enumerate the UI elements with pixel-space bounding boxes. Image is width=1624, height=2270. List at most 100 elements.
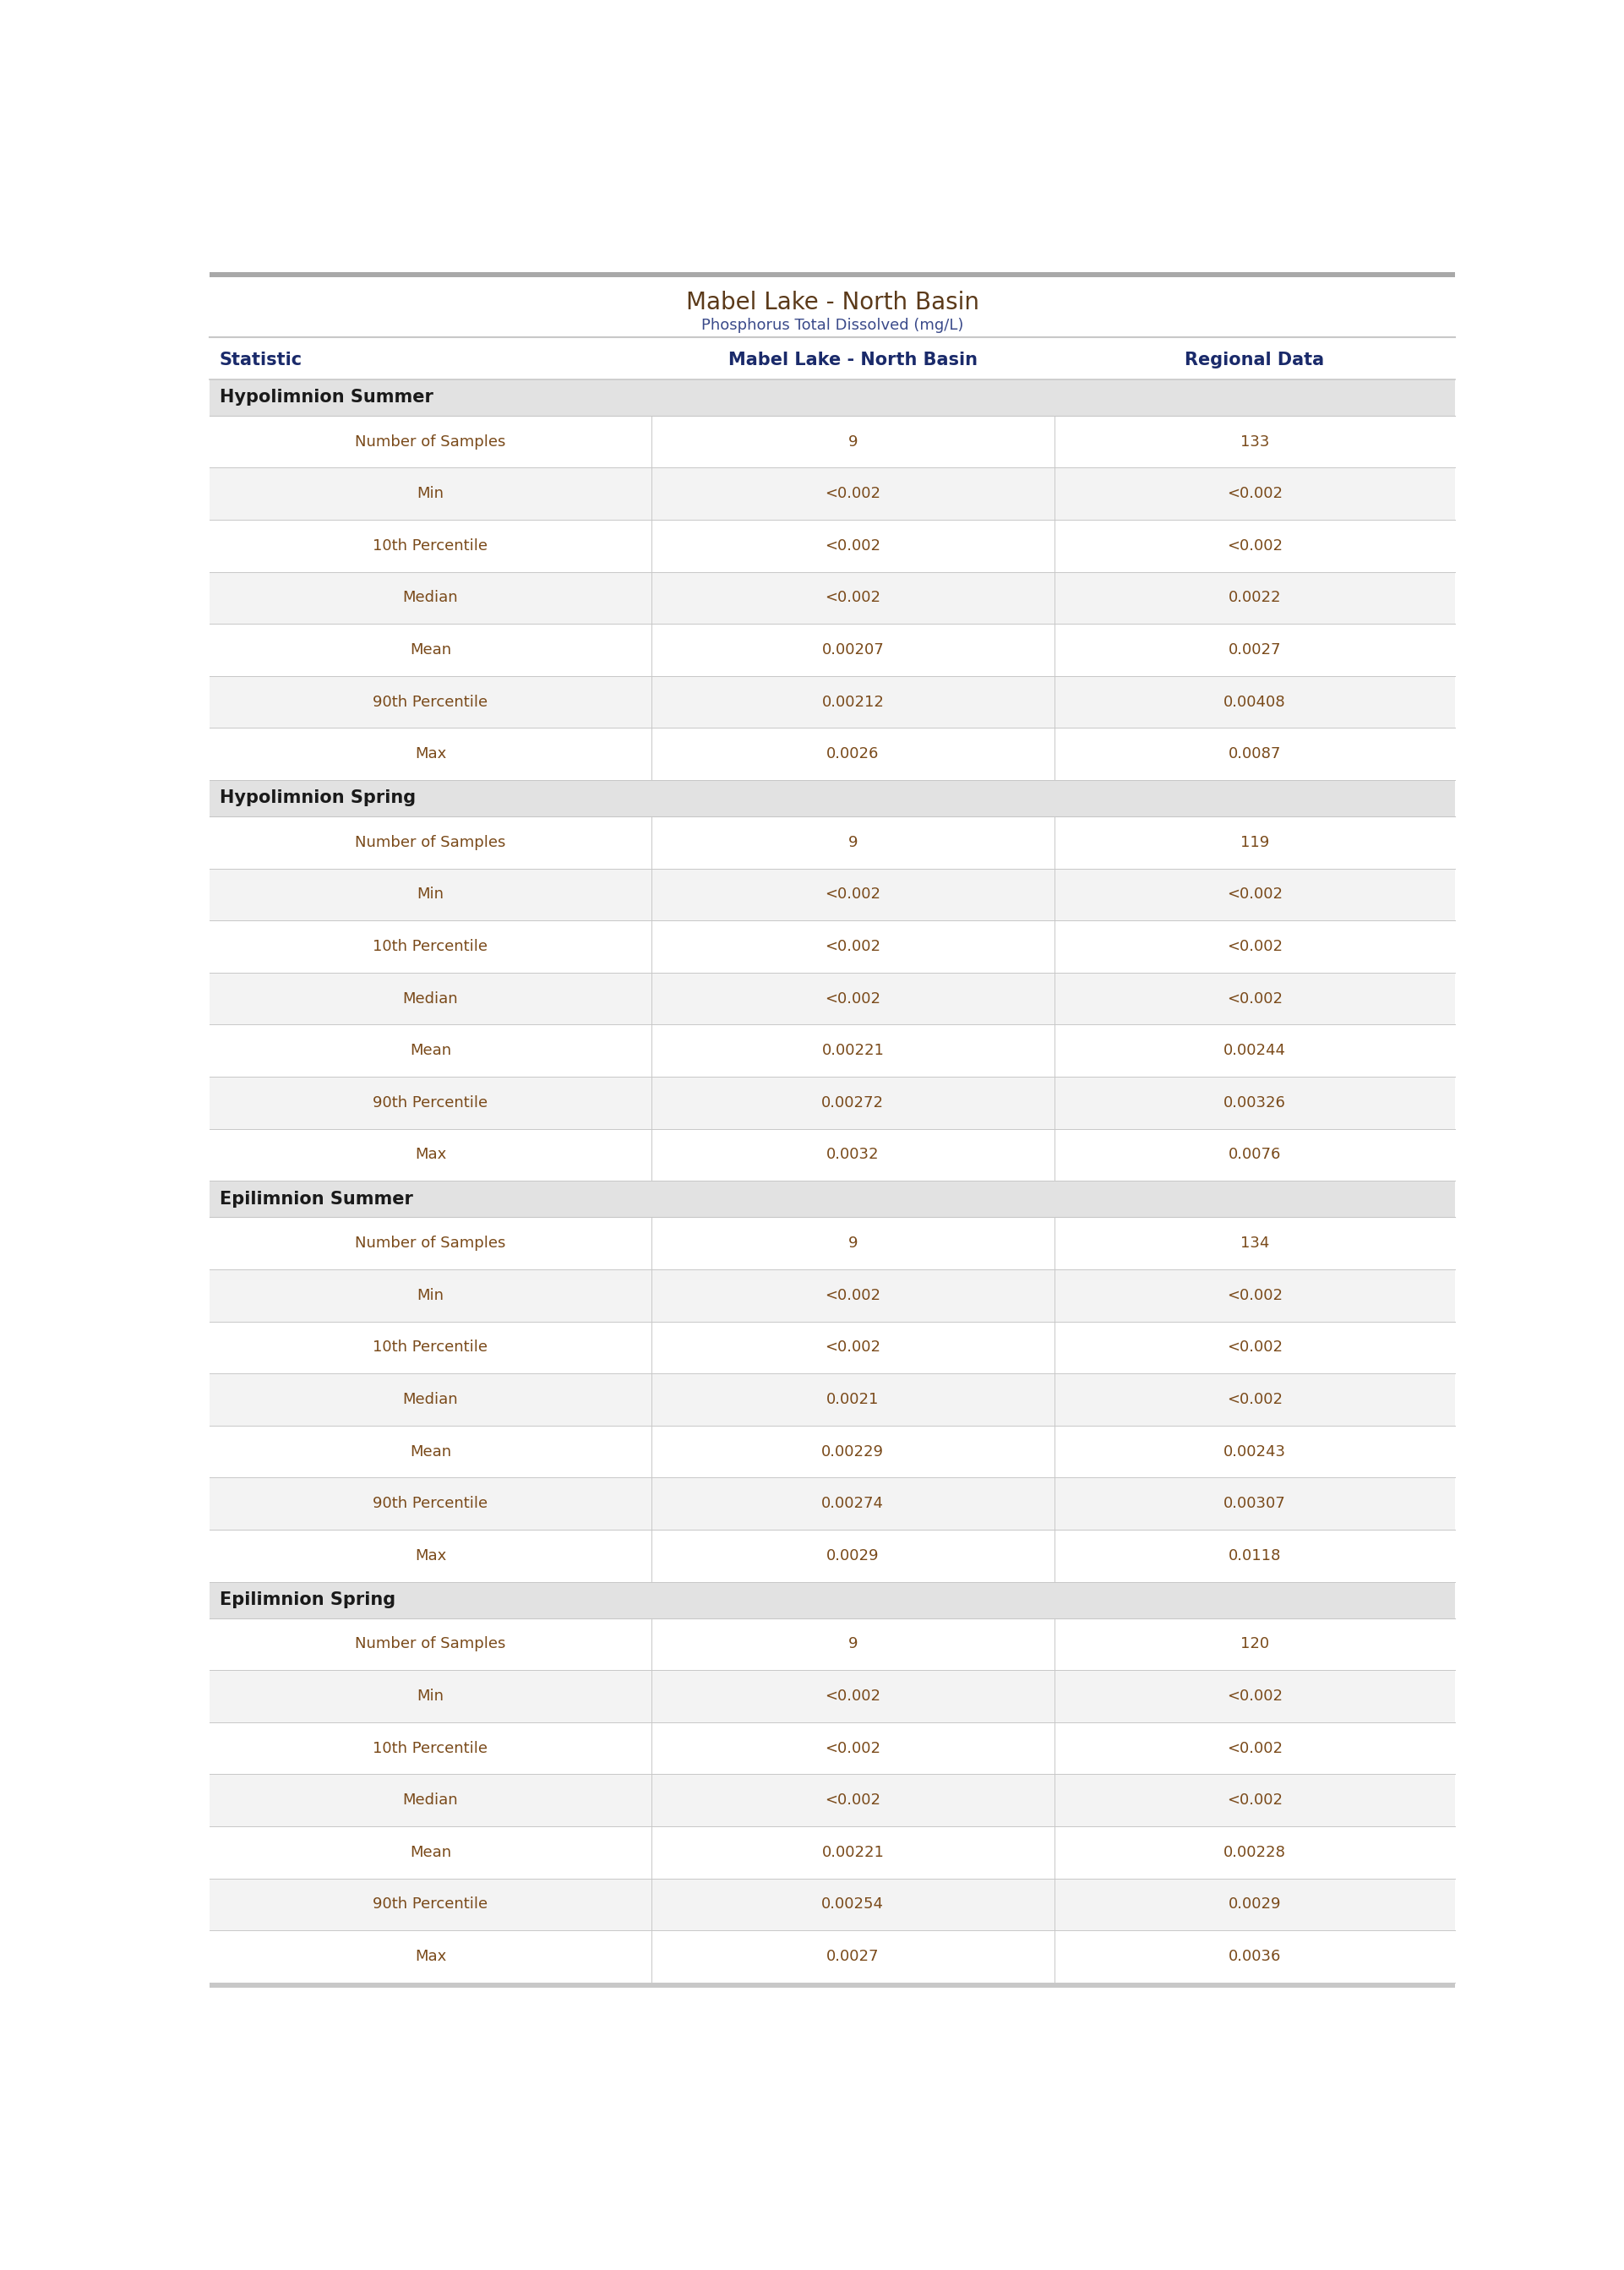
Bar [209,379,1455,415]
Bar [209,781,1455,817]
Text: Hypolimnion Summer: Hypolimnion Summer [219,388,434,406]
Bar [209,468,1455,520]
Text: Min: Min [417,1287,443,1303]
Text: 0.00221: 0.00221 [822,1044,883,1058]
Text: Min: Min [417,1689,443,1705]
Bar [209,1128,1455,1180]
Text: 0.00212: 0.00212 [822,695,883,711]
Text: 0.00207: 0.00207 [822,642,883,658]
Text: 0.0022: 0.0022 [1228,590,1281,606]
Text: Median: Median [403,590,458,606]
Text: <0.002: <0.002 [825,1741,880,1757]
Bar [209,1723,1455,1775]
Text: 134: 134 [1241,1235,1270,1251]
Text: Mean: Mean [409,1044,451,1058]
Text: 10th Percentile: 10th Percentile [374,1741,487,1757]
Text: 0.0029: 0.0029 [827,1548,879,1564]
Text: <0.002: <0.002 [825,888,880,901]
Bar [209,1321,1455,1373]
Bar [209,1269,1455,1321]
Bar [209,1880,1455,1930]
Text: 9: 9 [848,1637,857,1653]
Text: 90th Percentile: 90th Percentile [374,1496,487,1512]
Text: <0.002: <0.002 [825,992,880,1006]
Bar [209,1930,1455,1982]
Text: Regional Data: Regional Data [1186,352,1325,368]
Bar [209,1373,1455,1426]
Text: Number of Samples: Number of Samples [356,434,505,449]
Text: 90th Percentile: 90th Percentile [374,695,487,711]
Text: <0.002: <0.002 [1226,486,1283,502]
Text: Max: Max [414,747,447,760]
Bar [209,869,1455,922]
Text: <0.002: <0.002 [1226,1339,1283,1355]
Text: 0.0029: 0.0029 [1228,1898,1281,1911]
Text: 9: 9 [848,835,857,849]
Bar [209,1426,1455,1478]
Text: Max: Max [414,1548,447,1564]
Text: Min: Min [417,486,443,502]
Text: <0.002: <0.002 [1226,1392,1283,1407]
Bar [209,729,1455,781]
Text: Number of Samples: Number of Samples [356,1235,505,1251]
Text: 0.0027: 0.0027 [827,1950,879,1964]
Text: Phosphorus Total Dissolved (mg/L): Phosphorus Total Dissolved (mg/L) [702,318,963,334]
Text: 0.00274: 0.00274 [822,1496,883,1512]
Bar [209,1024,1455,1076]
Text: Median: Median [403,1392,458,1407]
Bar [209,1180,1455,1217]
Text: 10th Percentile: 10th Percentile [374,940,487,953]
Text: <0.002: <0.002 [825,940,880,953]
Text: <0.002: <0.002 [1226,1793,1283,1807]
Text: 0.00326: 0.00326 [1223,1094,1286,1110]
Bar [209,972,1455,1024]
Text: 0.0021: 0.0021 [827,1392,879,1407]
Text: <0.002: <0.002 [1226,992,1283,1006]
Text: 0.00229: 0.00229 [822,1444,883,1460]
Text: <0.002: <0.002 [1226,1287,1283,1303]
Text: 9: 9 [848,1235,857,1251]
Text: 0.0027: 0.0027 [1228,642,1281,658]
Text: Median: Median [403,1793,458,1807]
Text: <0.002: <0.002 [825,1287,880,1303]
Bar [209,1530,1455,1582]
Text: <0.002: <0.002 [1226,1689,1283,1705]
Bar [209,572,1455,624]
Text: 0.00307: 0.00307 [1223,1496,1286,1512]
Text: 133: 133 [1241,434,1270,449]
Text: Mabel Lake - North Basin: Mabel Lake - North Basin [685,291,979,313]
Text: Hypolimnion Spring: Hypolimnion Spring [219,790,416,806]
Text: 0.00244: 0.00244 [1223,1044,1286,1058]
Bar [209,1478,1455,1530]
Text: <0.002: <0.002 [825,1689,880,1705]
Text: Min: Min [417,888,443,901]
Text: 90th Percentile: 90th Percentile [374,1898,487,1911]
Text: <0.002: <0.002 [1226,538,1283,554]
Text: 10th Percentile: 10th Percentile [374,538,487,554]
Text: <0.002: <0.002 [1226,1741,1283,1757]
Text: 0.00254: 0.00254 [822,1898,883,1911]
Text: 120: 120 [1241,1637,1268,1653]
Text: 0.0036: 0.0036 [1228,1950,1281,1964]
Bar [209,817,1455,869]
Text: Mean: Mean [409,1846,451,1859]
Text: 0.00243: 0.00243 [1223,1444,1286,1460]
Text: Number of Samples: Number of Samples [356,1637,505,1653]
Text: Mabel Lake - North Basin: Mabel Lake - North Basin [728,352,978,368]
Text: <0.002: <0.002 [1226,940,1283,953]
Text: 0.00221: 0.00221 [822,1846,883,1859]
Text: 0.0076: 0.0076 [1228,1146,1281,1162]
Text: 0.0118: 0.0118 [1228,1548,1281,1564]
Text: <0.002: <0.002 [825,1793,880,1807]
Text: 0.0026: 0.0026 [827,747,879,760]
Bar [209,1619,1455,1671]
Bar [209,624,1455,676]
Bar [209,520,1455,572]
Bar [209,1582,1455,1619]
Bar [209,1775,1455,1827]
Text: Max: Max [414,1950,447,1964]
Bar [209,1217,1455,1269]
Text: 0.0087: 0.0087 [1228,747,1281,760]
Text: Max: Max [414,1146,447,1162]
Text: Epilimnion Spring: Epilimnion Spring [219,1591,395,1609]
